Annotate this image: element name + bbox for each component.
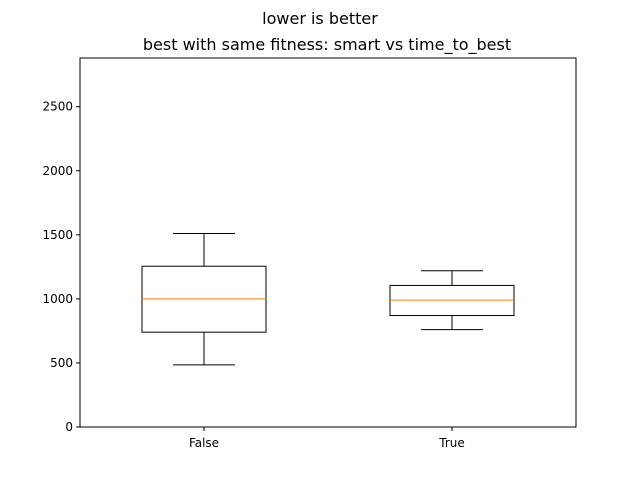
y-tick-label: 2000 [42, 164, 73, 178]
y-tick-label: 1500 [42, 228, 73, 242]
x-tick-label: True [438, 436, 465, 450]
plot-area: 0 500 1000 1500 2000 2500 False True [42, 100, 515, 450]
y-tick-label: 2500 [42, 100, 73, 114]
chart-title: best with same fitness: smart vs time_to… [143, 35, 511, 55]
x-tick-label: False [189, 436, 219, 450]
chart-suptitle: lower is better [262, 9, 378, 28]
axes-frame [79, 57, 577, 428]
y-tick-label: 500 [50, 356, 73, 370]
y-tick-label: 0 [65, 420, 73, 434]
y-tick-label: 1000 [42, 292, 73, 306]
